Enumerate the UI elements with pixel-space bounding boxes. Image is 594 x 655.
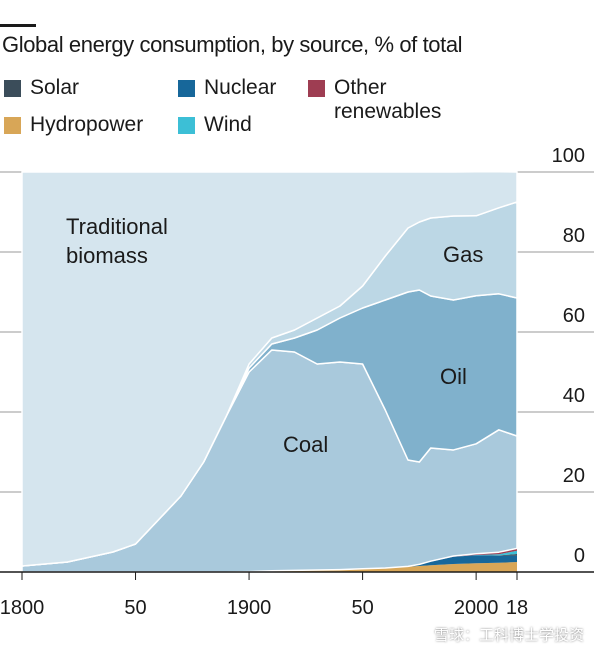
decoration-bar (0, 24, 36, 27)
legend-label: Solar (30, 76, 80, 99)
legend-label: Wind (204, 113, 252, 136)
legend-label: Other renewables (334, 76, 442, 123)
legend-swatch (4, 80, 21, 97)
x-tick-label: 50 (124, 597, 146, 619)
x-tick-label: 1900 (227, 597, 272, 619)
legend-swatch (178, 117, 195, 134)
watermark: 雪球：工科博士学投资 (433, 627, 584, 644)
legend-label: Hydropower (30, 113, 144, 136)
chart-title: Global energy consumption, by source, % … (2, 32, 463, 57)
y-tick-label: 0 (574, 545, 585, 567)
area-label: Gas (443, 242, 484, 267)
area-label: Oil (440, 364, 467, 389)
area (22, 562, 517, 572)
legend-label: Nuclear (204, 76, 277, 99)
area-label: Coal (283, 432, 329, 457)
y-tick-label: 60 (563, 305, 585, 327)
legend-swatch (178, 80, 195, 97)
x-tick-label: 18 (506, 597, 528, 619)
area (22, 555, 517, 572)
area-label: Traditional biomass (66, 214, 168, 268)
area (21, 171, 518, 567)
y-tick-label: 20 (563, 465, 585, 487)
x-tick-label: 50 (351, 597, 373, 619)
y-tick-label: 40 (563, 385, 585, 407)
x-tick-label: 2000 (454, 597, 499, 619)
x-tick-label: 1800 (0, 597, 44, 619)
y-tick-label: 80 (563, 225, 585, 247)
legend-swatch (308, 80, 325, 97)
y-tick-label: 100 (552, 145, 585, 167)
legend-swatch (4, 117, 21, 134)
